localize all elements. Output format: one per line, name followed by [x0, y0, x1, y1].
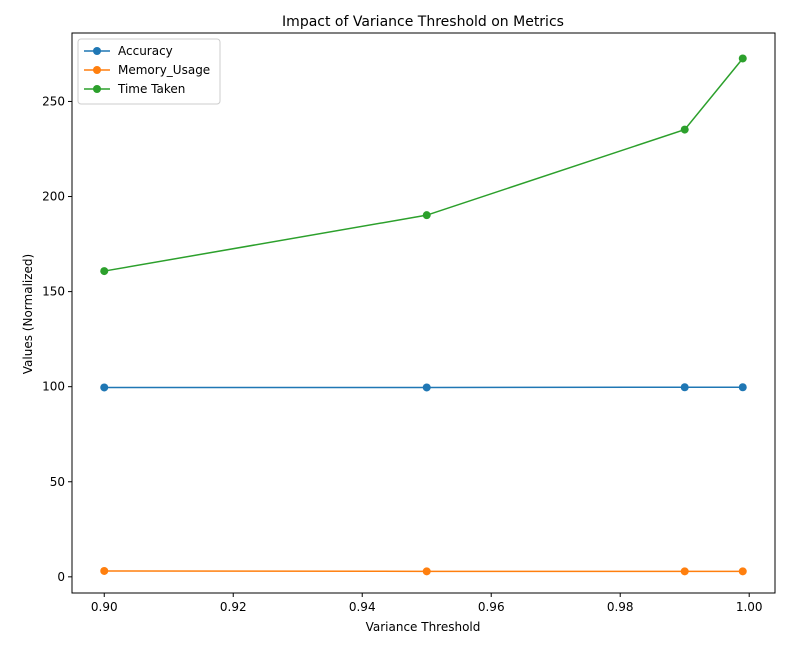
y-tick-label: 200	[42, 190, 65, 204]
y-tick-label: 50	[50, 475, 65, 489]
plot-frame	[72, 33, 775, 593]
x-tick-label: 1.00	[736, 600, 763, 614]
legend-label: Time Taken	[117, 82, 185, 96]
data-point-accuracy-0	[100, 383, 108, 391]
y-tick-label: 0	[57, 570, 65, 584]
data-point-accuracy-3	[739, 383, 747, 391]
legend-marker	[93, 66, 101, 74]
plot-area: 0.90 0.92 0.94 0.96 0.98 1.00 0 50 100 150 200 250	[42, 33, 775, 614]
x-tick-label: 0.94	[349, 600, 376, 614]
data-point-time-taken-1	[423, 211, 431, 219]
y-tick-label: 100	[42, 380, 65, 394]
x-tick-label: 0.98	[607, 600, 634, 614]
legend-marker	[93, 47, 101, 55]
data-point-memory-usage-0	[100, 567, 108, 575]
data-point-accuracy-2	[681, 383, 689, 391]
legend-label: Memory_Usage	[118, 63, 210, 77]
data-point-time-taken-2	[681, 126, 689, 134]
y-axis-label: Values (Normalized)	[21, 254, 35, 374]
x-tick-label: 0.92	[220, 600, 247, 614]
data-point-accuracy-1	[423, 383, 431, 391]
legend-marker	[93, 85, 101, 93]
data-point-time-taken-0	[100, 267, 108, 275]
data-point-memory-usage-2	[681, 567, 689, 575]
data-point-time-taken-3	[739, 54, 747, 62]
x-axis-label: Variance Threshold	[366, 620, 481, 634]
y-tick-label: 150	[42, 285, 65, 299]
x-tick-label: 0.96	[478, 600, 505, 614]
x-tick-label: 0.90	[91, 600, 118, 614]
legend-label: Accuracy	[118, 44, 173, 58]
chart-title: Impact of Variance Threshold on Metrics	[282, 14, 564, 30]
y-tick-label: 250	[42, 94, 65, 108]
data-point-memory-usage-1	[423, 567, 431, 575]
legend: Accuracy Memory_Usage Time Taken	[78, 39, 220, 104]
data-point-memory-usage-3	[739, 567, 747, 575]
